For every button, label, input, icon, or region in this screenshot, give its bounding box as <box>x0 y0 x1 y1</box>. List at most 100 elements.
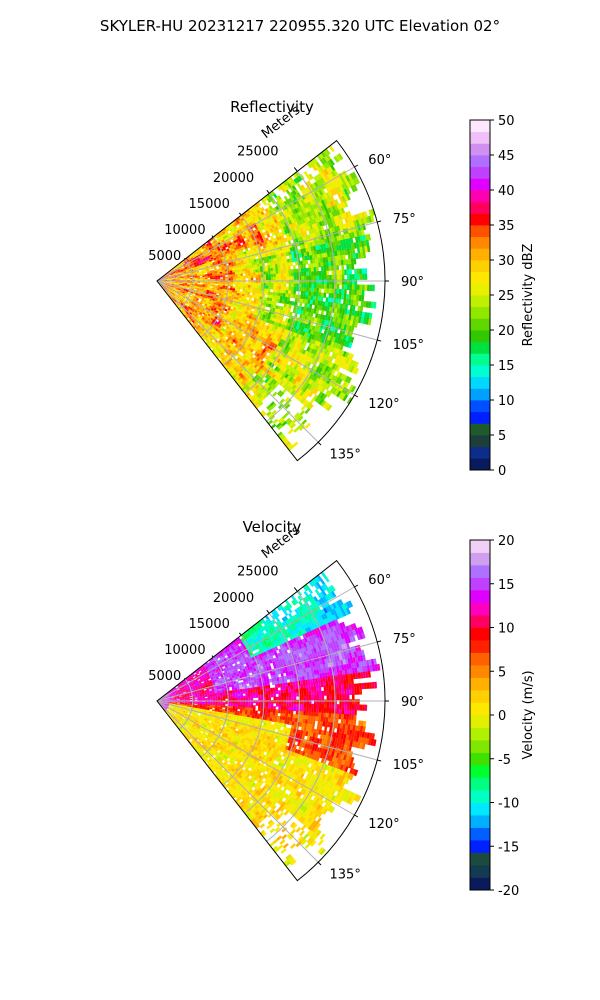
azimuth-tick-mark <box>354 394 359 398</box>
radar-gate <box>265 291 268 295</box>
radar-gate <box>182 301 185 304</box>
radar-gate <box>270 217 275 222</box>
radar-gate <box>215 663 219 667</box>
radar-gate <box>209 304 213 307</box>
radar-gate <box>203 336 207 340</box>
radar-gate <box>294 328 299 334</box>
radar-gate <box>280 289 284 294</box>
radar-gate <box>351 366 357 374</box>
radar-gate <box>287 608 293 614</box>
radar-gate <box>310 214 316 221</box>
radar-gate <box>230 276 233 279</box>
radar-gate <box>330 260 334 267</box>
radar-gate <box>208 667 212 671</box>
radar-gate <box>313 267 317 272</box>
radar-gate <box>250 290 253 294</box>
figure-suptitle: SKYLER-HU 20231217 220955.320 UTC Elevat… <box>100 17 500 35</box>
radar-gate <box>193 262 197 265</box>
radar-gate <box>353 315 357 323</box>
radar-gate <box>293 276 297 281</box>
radar-gate <box>270 267 274 272</box>
radar-gate <box>270 255 274 260</box>
radar-gate <box>337 317 341 324</box>
radar-gate <box>212 305 216 308</box>
radar-gate <box>341 274 345 280</box>
radar-gate <box>224 269 228 272</box>
radar-gate <box>299 410 305 417</box>
radar-gate <box>208 312 212 316</box>
radar-gate <box>308 229 313 235</box>
radar-gate <box>179 279 183 281</box>
radar-gate <box>320 199 326 206</box>
radar-gate <box>344 279 347 285</box>
radar-gate <box>164 277 167 279</box>
radar-gate <box>307 588 313 594</box>
radar-gate <box>323 382 329 390</box>
radar-gate <box>192 294 195 297</box>
radar-gate <box>192 305 195 308</box>
radar-gate <box>195 250 199 254</box>
radar-gate <box>166 284 169 286</box>
radar-gate <box>320 183 326 190</box>
radar-gate <box>194 277 198 279</box>
radar-gate <box>332 342 337 349</box>
radar-gate <box>286 322 290 327</box>
radar-gate <box>194 249 198 253</box>
radar-gate <box>315 582 322 589</box>
radar-gate <box>181 292 185 295</box>
radar-gate <box>295 365 301 372</box>
radar-gate <box>307 180 312 187</box>
radar-gate <box>182 281 185 283</box>
radar-gate <box>294 208 299 214</box>
radar-gate <box>306 333 311 339</box>
radar-gate <box>189 285 193 288</box>
radar-gate <box>364 245 368 253</box>
radar-gate <box>285 293 289 298</box>
radar-gate <box>180 684 183 687</box>
radar-gate <box>194 275 198 277</box>
radar-gate <box>198 666 202 670</box>
radar-gate <box>207 285 210 288</box>
radar-gate <box>351 263 355 270</box>
radar-gate <box>309 385 315 392</box>
radar-gate <box>236 640 241 645</box>
radar-gate <box>339 219 344 226</box>
radar-gate <box>262 314 266 319</box>
radar-gate <box>303 268 307 273</box>
radar-gate <box>288 322 293 328</box>
radar-gate <box>327 302 331 308</box>
radar-gate <box>311 271 314 277</box>
radar-gate <box>303 171 309 177</box>
radar-gate <box>303 332 308 338</box>
radar-gate <box>216 655 220 660</box>
radar-gate <box>246 252 250 257</box>
radar-gate <box>278 604 284 610</box>
radar-gate <box>189 312 193 315</box>
radar-gate <box>296 287 299 292</box>
radar-gate <box>251 314 256 318</box>
radar-gate <box>315 212 320 219</box>
radar-gate <box>205 295 209 298</box>
radar-gate <box>250 272 254 276</box>
radar-gate <box>218 323 223 327</box>
radar-gate <box>279 239 284 244</box>
radar-gate <box>304 388 310 395</box>
radar-gate <box>200 252 203 256</box>
radar-gate <box>302 327 307 333</box>
radar-gate <box>267 268 271 272</box>
radar-gate <box>247 302 251 306</box>
radar-gate <box>295 294 299 299</box>
radar-gate <box>264 265 268 269</box>
radar-gate <box>182 308 186 311</box>
radar-gate <box>323 169 330 176</box>
range-ring <box>266 171 336 422</box>
radar-gate <box>206 311 210 314</box>
radar-gate <box>199 311 203 315</box>
radar-gate <box>288 286 292 291</box>
radar-gate <box>166 276 169 278</box>
radar-gate <box>209 287 213 290</box>
radar-gate <box>311 275 315 281</box>
radar-gate <box>270 252 274 257</box>
radar-gate <box>289 210 294 216</box>
radar-gate <box>316 231 321 237</box>
